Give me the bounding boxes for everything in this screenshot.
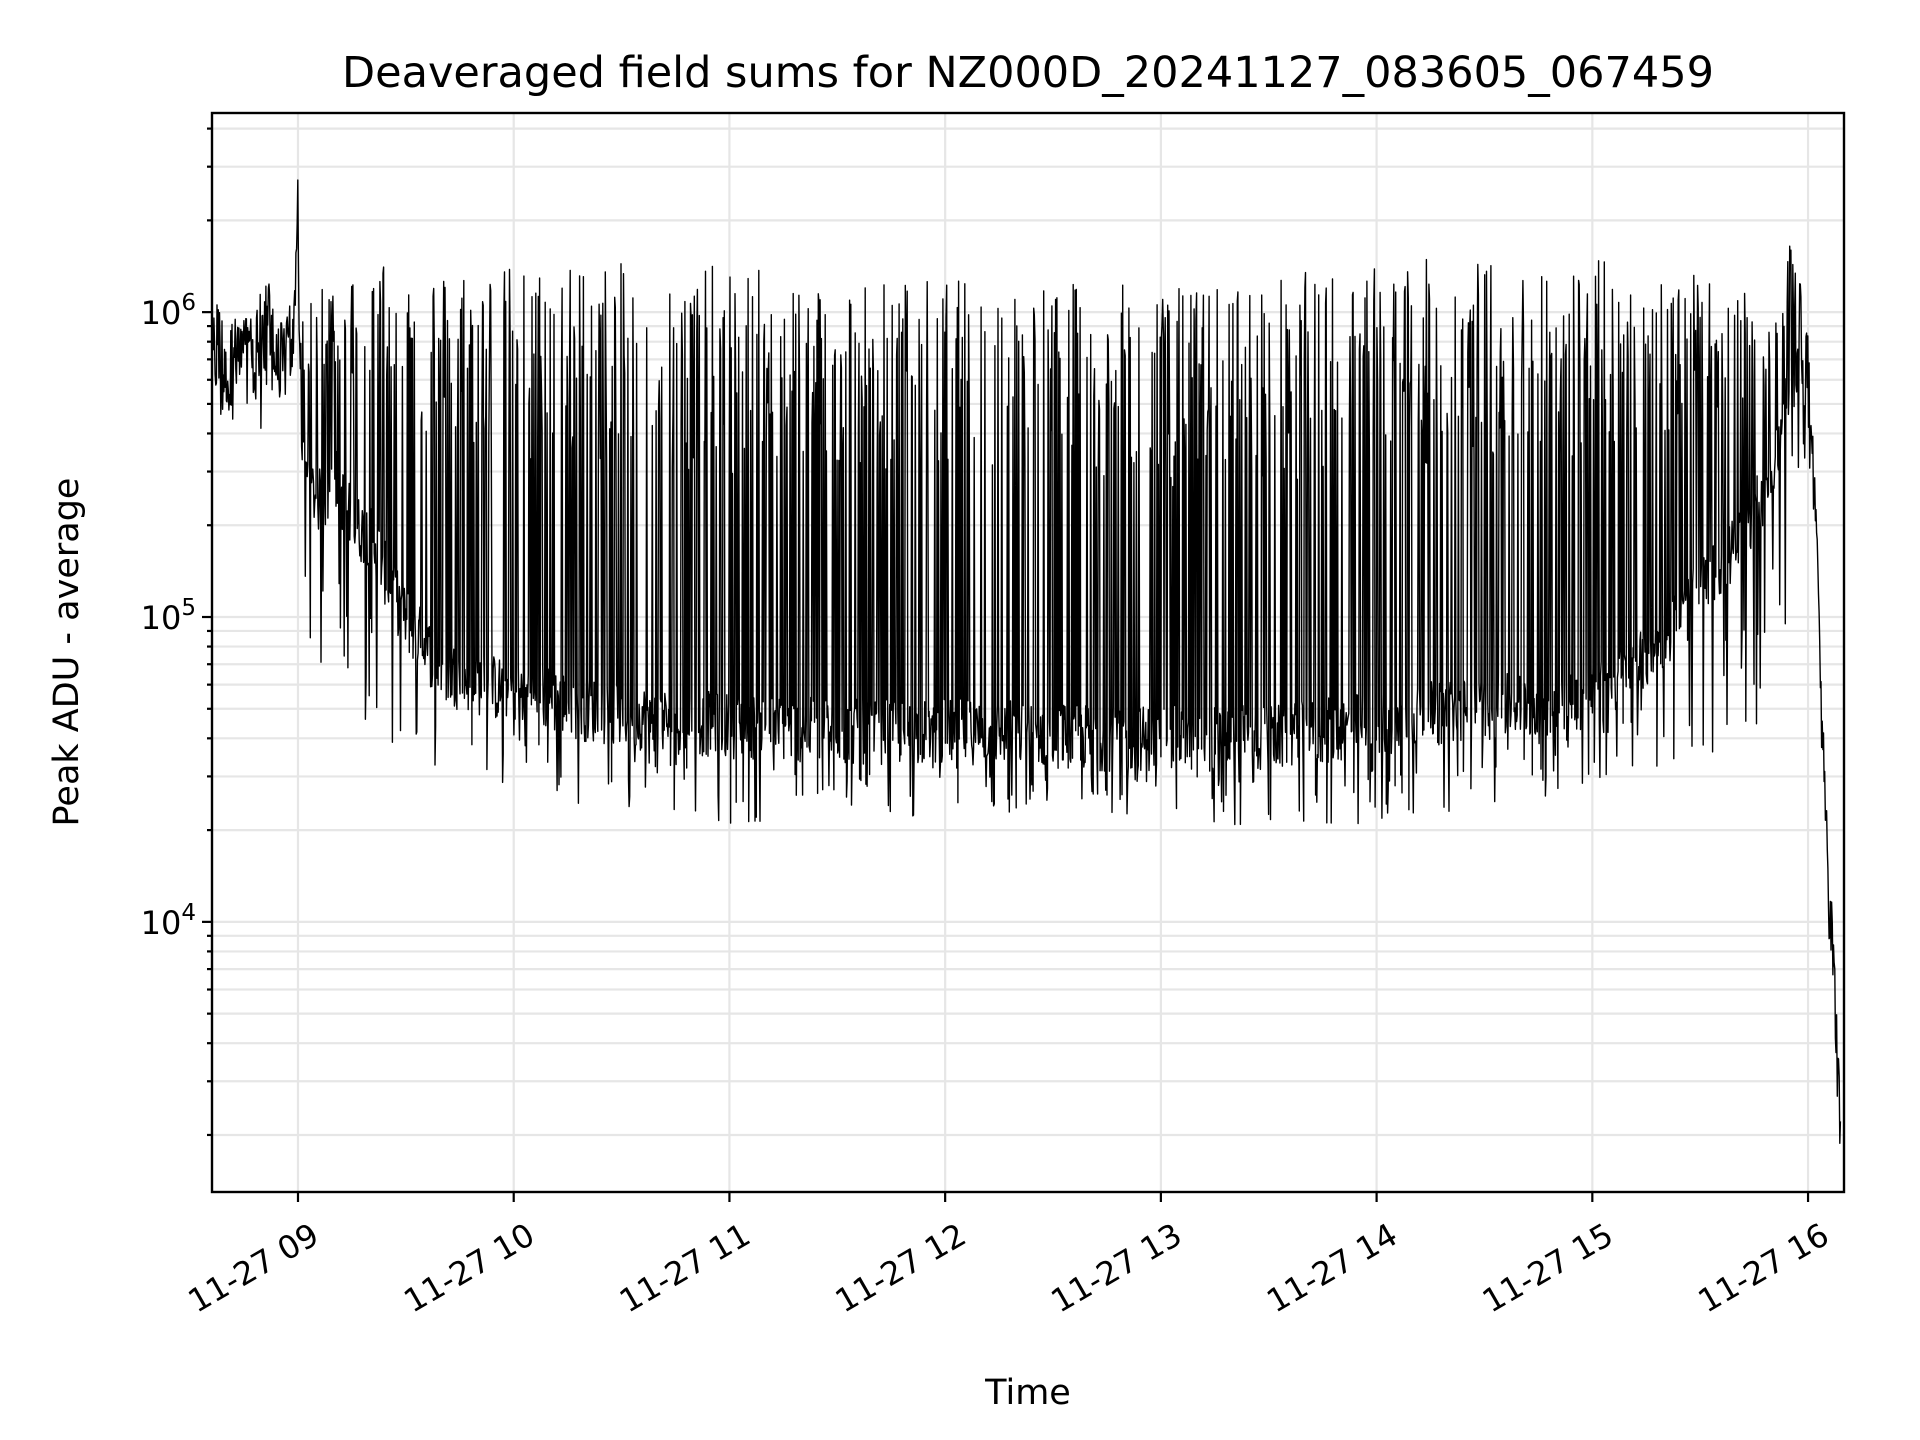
x-axis-label: Time	[984, 1373, 1071, 1413]
y-axis-label: Peak ADU - average	[47, 478, 87, 827]
y-axis: 104 105 106	[141, 127, 212, 1137]
chart-title: Deaveraged field sums for NZ000D_2024112…	[342, 48, 1714, 98]
data-area	[211, 179, 1842, 1144]
y-tick-label: 106	[141, 290, 196, 332]
series-line	[211, 179, 1842, 1144]
y-tick-label: 105	[141, 595, 196, 637]
y-tick-label: 104	[141, 900, 196, 942]
plot-frame	[210, 111, 1846, 1194]
